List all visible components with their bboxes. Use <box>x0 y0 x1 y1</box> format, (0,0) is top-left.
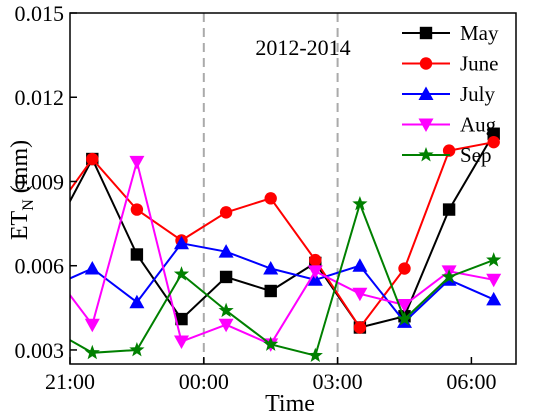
data-point-aug <box>84 318 100 333</box>
legend-label-aug: Aug <box>460 113 497 137</box>
annotation-text: 2012-2014 <box>255 35 350 60</box>
y-axis-title-unit: (mm) <box>7 140 33 193</box>
y-tick-label: 0.006 <box>15 254 65 279</box>
y-tick-label: 0.012 <box>15 85 65 110</box>
data-point-sep <box>84 344 100 360</box>
data-point-aug <box>397 299 412 313</box>
data-point-july <box>307 272 323 286</box>
data-point-june <box>219 206 233 219</box>
legend-label-july: July <box>460 82 496 106</box>
series-line-july <box>70 242 495 324</box>
data-point-july <box>174 235 189 250</box>
data-point-july <box>486 291 502 306</box>
series-line-aug <box>70 157 494 346</box>
x-tick-label: 03:00 <box>313 369 363 394</box>
legend-marker-june <box>419 57 433 70</box>
data-point-sep <box>352 195 368 211</box>
legend-item-aug: Aug <box>402 113 497 137</box>
series-line-sep <box>70 200 495 357</box>
data-point-july <box>352 258 368 272</box>
data-point-july <box>218 244 234 258</box>
y-tick-label: 0.003 <box>15 338 65 363</box>
data-point-aug <box>174 335 189 350</box>
data-point-june <box>353 321 367 334</box>
x-tick-label: 06:00 <box>446 369 496 394</box>
data-point-july <box>40 281 55 295</box>
x-axis-title: Time <box>265 391 315 417</box>
data-point-may <box>175 312 188 326</box>
legend-item-june: June <box>402 52 499 76</box>
legend-item-may: May <box>402 21 499 45</box>
plot-frame <box>69 12 517 365</box>
data-point-sep <box>396 311 413 326</box>
data-point-sep <box>307 347 323 363</box>
data-point-june <box>42 215 54 227</box>
data-point-sep <box>173 266 190 281</box>
series-sep <box>40 195 502 363</box>
axes: 0.003 0.006 0.009 0.012 0.015 21:00 00:00 03:00… <box>15 1 497 394</box>
data-point-aug <box>218 318 234 333</box>
legend-marker-sep <box>418 147 434 162</box>
data-point-june <box>487 135 500 149</box>
series-aug <box>70 155 502 352</box>
legend-label-may: May <box>460 21 499 45</box>
y-axis-title-main: ET <box>7 210 33 240</box>
data-point-sep <box>129 341 145 357</box>
data-point-june <box>264 192 277 205</box>
series-june <box>42 135 500 334</box>
legend: May June July Aug Sep <box>402 21 499 167</box>
x-tick-label: 21:00 <box>45 369 95 394</box>
data-point-june <box>86 152 99 166</box>
data-point-july <box>129 294 145 309</box>
data-point-sep <box>486 252 502 267</box>
data-point-aug <box>352 287 368 302</box>
data-point-sep <box>40 320 55 334</box>
data-point-june <box>130 203 144 216</box>
data-point-may <box>442 203 456 216</box>
series-may <box>42 127 500 334</box>
data-point-july <box>263 261 279 275</box>
data-point-aug <box>486 273 502 288</box>
legend-label-june: June <box>460 52 499 76</box>
data-point-aug <box>129 155 145 170</box>
legend-item-july: July <box>402 82 496 106</box>
data-point-may <box>130 248 144 261</box>
legend-item-sep: Sep <box>402 143 492 167</box>
data-point-sep <box>218 302 234 318</box>
data-point-july <box>84 261 100 275</box>
data-point-june <box>442 144 456 157</box>
y-tick-label: 0.009 <box>15 169 65 194</box>
data-point-may <box>42 237 54 249</box>
series-layer <box>40 127 502 363</box>
data-point-june <box>398 262 411 275</box>
y-axis-title-subscript: N <box>20 199 37 211</box>
y-axis-title: ETN (mm) <box>7 140 37 240</box>
data-point-sep <box>441 268 457 284</box>
legend-marker-july <box>418 86 434 100</box>
data-point-aug <box>307 265 323 279</box>
y-tick-label: 0.015 <box>15 1 65 26</box>
data-point-sep <box>263 336 279 351</box>
data-point-june <box>309 253 322 267</box>
data-point-may <box>264 284 277 298</box>
legend-marker-may <box>419 26 433 40</box>
legend-label-sep: Sep <box>460 143 492 167</box>
x-tick-label: 00:00 <box>179 369 229 394</box>
data-point-may <box>219 270 233 284</box>
vertical-reference-lines <box>202 13 339 364</box>
legend-marker-aug <box>418 118 434 132</box>
